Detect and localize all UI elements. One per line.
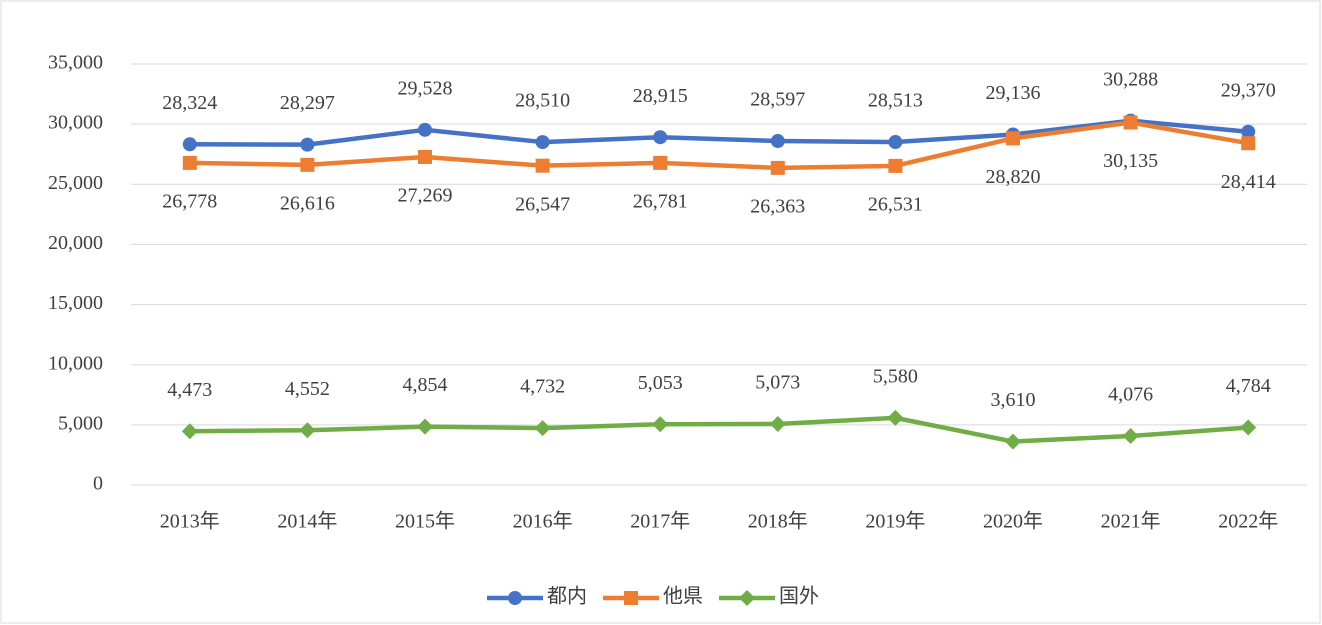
y-tick-label: 15,000 [48,292,103,314]
x-tick-label: 2019年 [865,510,925,533]
series-line [189,415,1249,444]
marker [418,122,432,137]
data-label: 4,552 [285,378,330,400]
y-tick-label: 35,000 [48,52,103,74]
data-label: 28,297 [280,92,335,114]
data-label: 4,076 [1108,384,1153,406]
legend-marker [624,591,638,605]
data-label: 4,854 [403,374,448,396]
data-label: 4,732 [520,376,565,398]
marker [182,137,197,152]
y-tick-label: 0 [93,473,103,495]
marker [535,158,550,173]
marker [535,135,550,150]
data-label: 5,580 [873,365,918,387]
data-label: 26,778 [162,190,217,212]
data-label: 5,053 [638,372,683,394]
x-tick-label: 2022年 [1218,510,1278,533]
data-label: 4,784 [1226,375,1271,397]
marker [300,137,315,152]
marker [1005,433,1021,450]
y-tick-label: 25,000 [48,172,103,194]
marker [417,418,433,435]
x-tick-label: 2017年 [630,510,690,533]
data-label: 27,269 [398,185,453,207]
marker [299,422,316,439]
legend-label: 都内 [547,585,587,608]
y-tick-label: 10,000 [48,352,103,374]
marker [770,134,785,149]
data-label: 26,781 [633,190,688,212]
marker [1241,136,1256,151]
marker [1006,131,1020,146]
marker [418,149,432,164]
data-label: 30,288 [1103,68,1158,90]
marker [652,416,669,433]
data-label: 26,531 [868,193,923,215]
marker [1122,427,1139,444]
data-label: 26,616 [280,192,335,214]
data-label: 3,610 [991,389,1036,411]
data-label: 26,547 [515,193,570,215]
marker [653,130,668,145]
data-label: 29,136 [986,82,1041,104]
marker [181,423,198,440]
series-line [189,118,1249,147]
marker [1241,124,1256,139]
y-tick-label: 20,000 [48,232,103,254]
legend-marker [739,590,755,606]
legend-marker [508,591,522,605]
marker [769,415,786,432]
marker [300,157,315,172]
marker [653,155,668,170]
data-label: 28,513 [868,90,923,112]
data-label: 30,135 [1103,150,1158,172]
x-tick-label: 2013年 [160,510,220,533]
marker [888,135,903,150]
y-tick-label: 5,000 [58,412,103,434]
x-tick-label: 2018年 [748,510,808,533]
data-label: 29,528 [398,77,453,99]
y-tick-label: 30,000 [48,112,103,134]
x-tick-label: 2021年 [1101,510,1161,533]
data-label: 28,597 [750,89,805,111]
marker [1240,419,1257,436]
marker [887,409,904,426]
x-tick-label: 2014年 [277,510,337,533]
data-label: 28,414 [1221,171,1276,193]
data-label: 28,820 [986,166,1041,188]
marker [888,158,903,173]
legend-label: 他県 [663,585,703,608]
data-label: 5,073 [755,372,800,394]
legend-label: 国外 [779,585,819,608]
marker [770,160,785,175]
marker [1123,115,1138,130]
marker [182,155,197,170]
data-label: 28,510 [515,90,570,112]
data-label: 29,370 [1221,79,1276,101]
data-label: 28,915 [633,85,688,107]
data-label: 26,363 [750,195,805,217]
series-line [189,120,1249,171]
x-tick-label: 2015年 [395,510,455,533]
x-tick-label: 2020年 [983,510,1043,533]
data-label: 28,324 [162,92,217,114]
marker [534,420,551,437]
x-tick-label: 2016年 [513,510,573,533]
data-label: 4,473 [167,379,212,401]
